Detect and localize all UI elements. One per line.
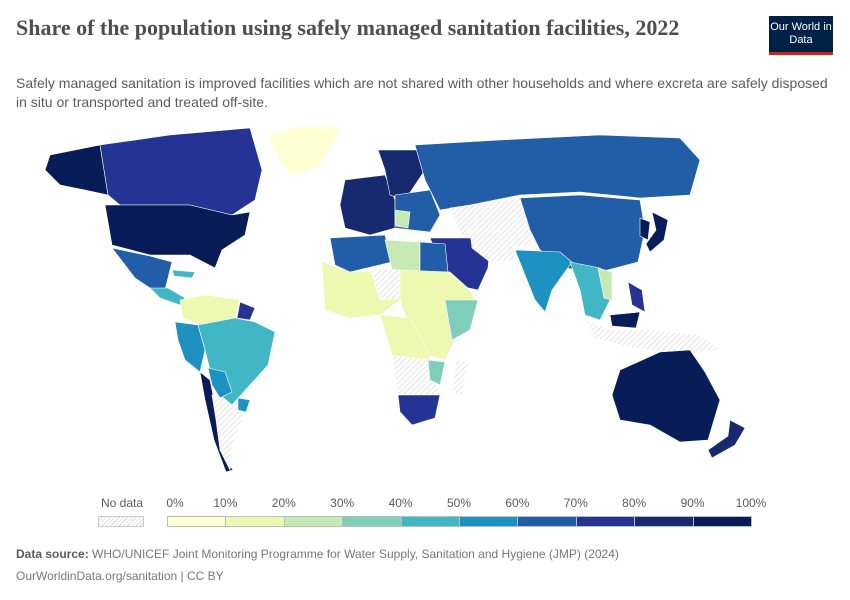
- legend-bin-7[interactable]: [575, 516, 636, 527]
- legend-bin-3[interactable]: [342, 516, 402, 527]
- region-russia[interactable]: [414, 134, 701, 211]
- legend-tick-label: 100%: [735, 496, 767, 510]
- region-uruguay[interactable]: [237, 397, 251, 413]
- legend-tick-label: 10%: [213, 496, 238, 510]
- region-australia[interactable]: [611, 349, 721, 443]
- region-india[interactable]: [514, 249, 573, 313]
- region-horn-africa[interactable]: [444, 299, 479, 341]
- legend-no-data-swatch[interactable]: [98, 516, 144, 527]
- legend-bin-4[interactable]: [400, 516, 460, 527]
- region-philippines[interactable]: [627, 281, 646, 313]
- chart-title: Share of the population using safely man…: [16, 15, 680, 40]
- region-balkans[interactable]: [394, 209, 411, 229]
- legend-tick-label: 60%: [505, 496, 530, 510]
- owid-logo[interactable]: Our World in Data: [769, 16, 833, 55]
- region-libya[interactable]: [384, 239, 421, 273]
- legend-bin-6[interactable]: [517, 516, 577, 527]
- legend-bin-5[interactable]: [459, 516, 519, 527]
- region-japan[interactable]: [645, 211, 669, 253]
- map-legend: No data 0% 10% 20% 30% 40% 50% 60% 70% 80% 90% 100…: [0, 496, 850, 536]
- region-iran[interactable]: [469, 229, 516, 263]
- legend-tick-label: 50%: [446, 496, 472, 510]
- world-map: [44, 125, 746, 473]
- data-source: Data source: WHO/UNICEF Joint Monitoring…: [16, 547, 619, 561]
- region-central-america[interactable]: [149, 287, 186, 306]
- legend-tick-label: 40%: [388, 496, 413, 510]
- legend-bin-0[interactable]: [167, 516, 227, 527]
- region-malaysia[interactable]: [609, 311, 641, 329]
- legend-bin-9[interactable]: [692, 516, 752, 527]
- region-south-africa[interactable]: [397, 394, 441, 426]
- region-canada[interactable]: [99, 127, 263, 216]
- footer-url-license[interactable]: OurWorldinData.org/sanitation | CC BY: [16, 569, 224, 583]
- region-egypt[interactable]: [419, 241, 449, 273]
- region-madagascar[interactable]: [451, 359, 469, 396]
- legend-no-data-label: No data: [100, 496, 144, 510]
- region-bolivia-paraguay[interactable]: [207, 367, 233, 399]
- legend-bin-8[interactable]: [634, 516, 694, 527]
- region-vietnam[interactable]: [597, 267, 613, 301]
- legend-tick-label: 0%: [166, 496, 184, 510]
- region-mozambique[interactable]: [427, 359, 446, 386]
- region-argentina[interactable]: [211, 394, 246, 472]
- legend-bin-2[interactable]: [283, 516, 344, 527]
- region-north-africa-west[interactable]: [329, 234, 393, 273]
- region-caribbean[interactable]: [171, 269, 196, 279]
- chart-subtitle: Safely managed sanitation is improved fa…: [16, 75, 828, 110]
- legend-tick-label: 30%: [330, 496, 355, 510]
- legend-tick-label: 20%: [271, 496, 296, 510]
- legend-tick-label: 90%: [680, 496, 705, 510]
- region-europe-west[interactable]: [339, 174, 396, 236]
- region-guianas[interactable]: [236, 301, 256, 321]
- region-alaska[interactable]: [44, 144, 109, 196]
- region-indonesia[interactable]: [584, 319, 721, 356]
- region-greenland[interactable]: [267, 125, 341, 176]
- legend-tick-label: 80%: [622, 496, 647, 510]
- legend-tick-label: 70%: [563, 496, 588, 510]
- region-usa[interactable]: [104, 204, 251, 269]
- region-korea[interactable]: [639, 217, 651, 241]
- legend-bin-1[interactable]: [225, 516, 285, 527]
- region-new-zealand[interactable]: [707, 419, 746, 459]
